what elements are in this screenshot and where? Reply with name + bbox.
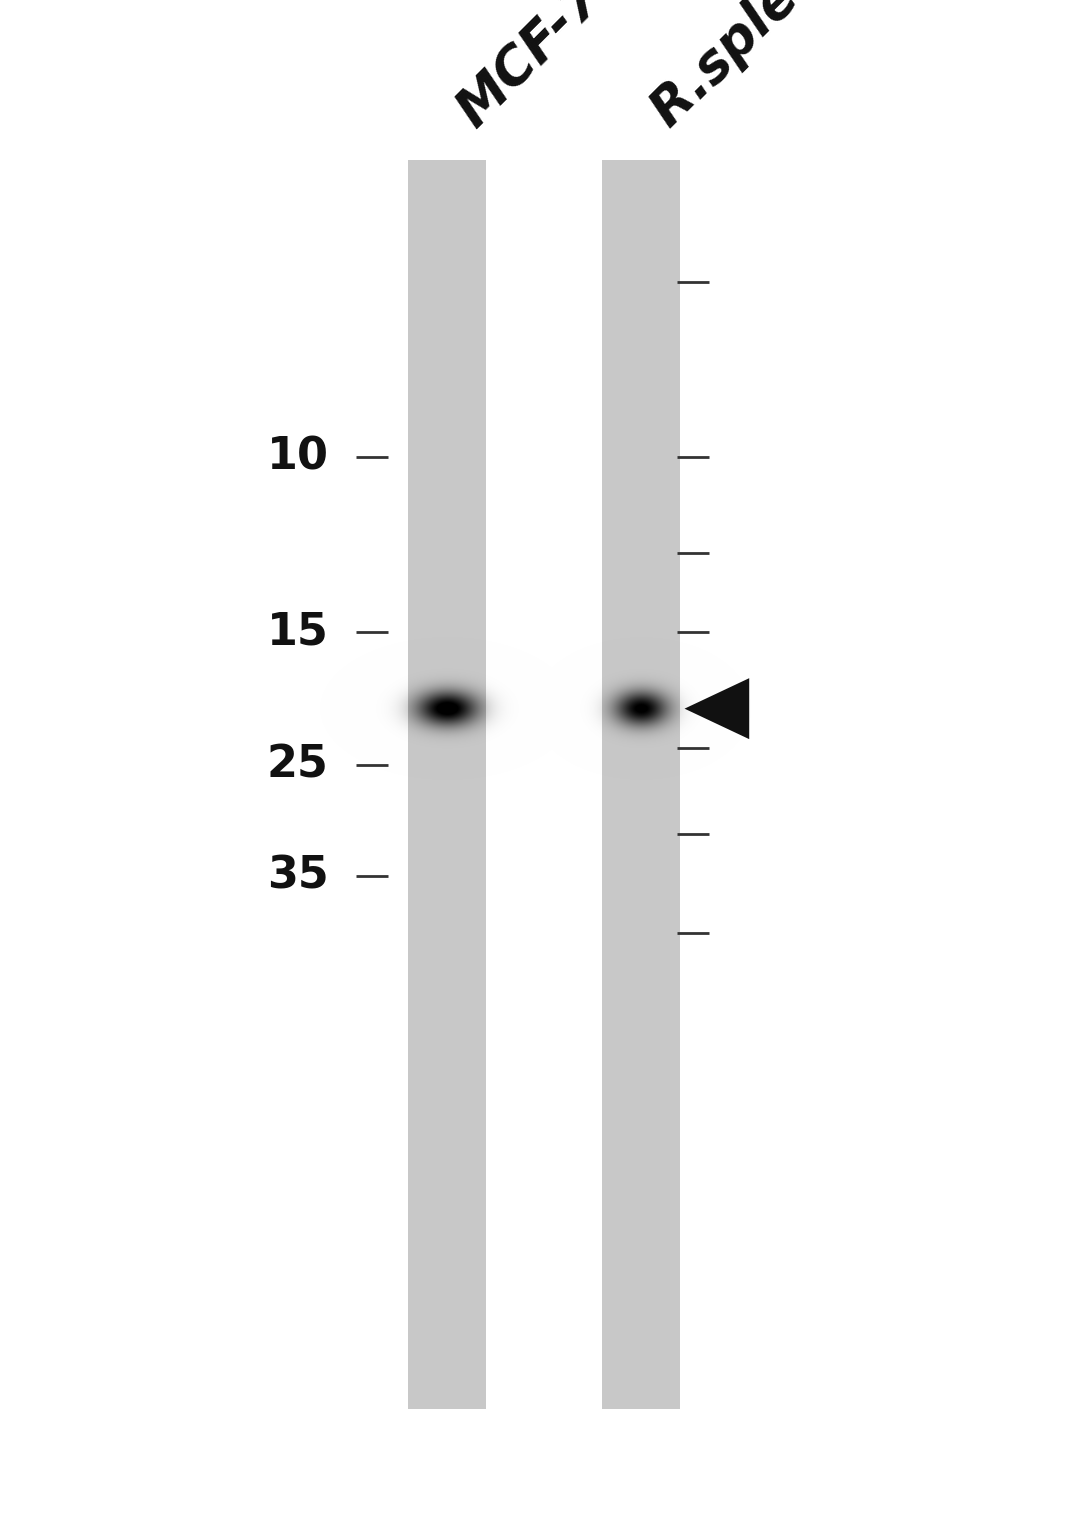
Polygon shape [685, 678, 749, 739]
Text: MCF-7: MCF-7 [447, 0, 613, 137]
Text: R.spleen: R.spleen [641, 0, 860, 137]
Text: 25: 25 [267, 744, 329, 786]
Text: 10: 10 [266, 436, 329, 479]
Text: 35: 35 [267, 855, 329, 898]
Text: 15: 15 [267, 611, 329, 654]
